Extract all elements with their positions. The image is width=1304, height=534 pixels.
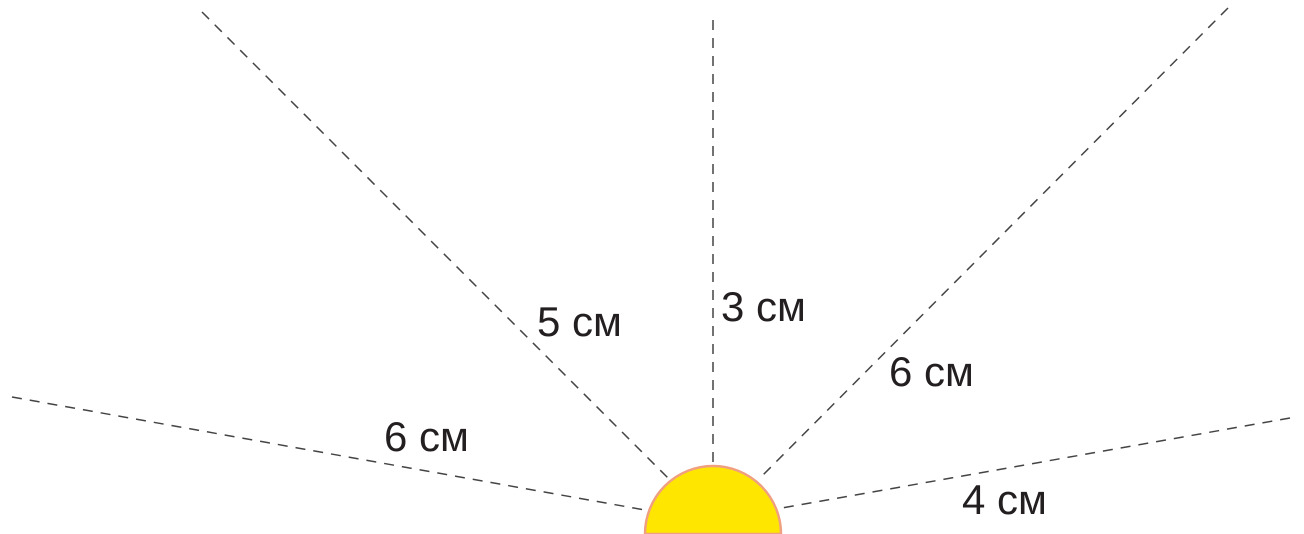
ray-label: 4 см <box>962 476 1047 523</box>
ray <box>201 11 669 479</box>
ray-label: 6 см <box>889 348 974 395</box>
ray-label: 6 см <box>384 413 469 460</box>
ray-label: 3 см <box>721 283 806 330</box>
ray <box>11 396 646 511</box>
sun <box>643 464 783 534</box>
ray <box>759 7 1229 479</box>
ray-label: 5 см <box>537 298 622 345</box>
ray <box>781 417 1291 509</box>
